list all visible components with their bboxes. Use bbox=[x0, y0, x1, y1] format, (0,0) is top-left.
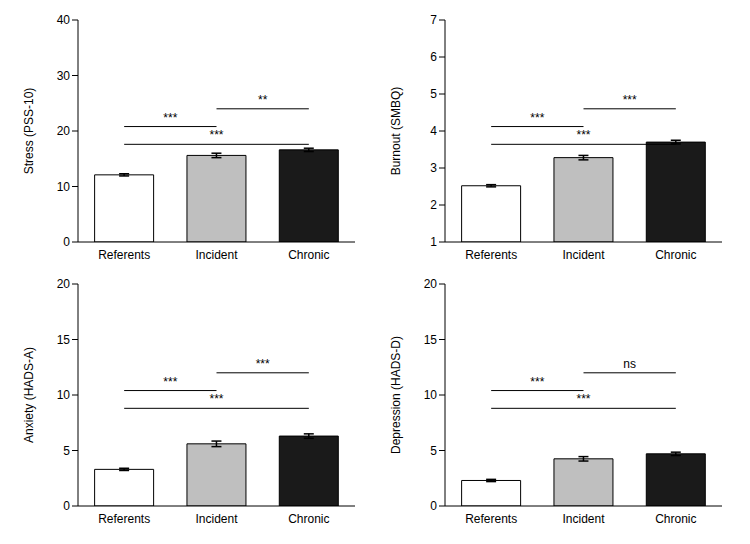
svg-text:Chronic: Chronic bbox=[288, 248, 329, 262]
svg-text:***: *** bbox=[163, 375, 177, 389]
svg-text:Chronic: Chronic bbox=[655, 248, 696, 262]
svg-text:Depression (HADS-D): Depression (HADS-D) bbox=[389, 336, 403, 454]
svg-text:Referents: Referents bbox=[98, 512, 150, 526]
svg-text:Incident: Incident bbox=[562, 248, 605, 262]
svg-text:***: *** bbox=[209, 128, 223, 142]
svg-text:Anxiety (HADS-A): Anxiety (HADS-A) bbox=[22, 347, 36, 443]
svg-text:2: 2 bbox=[430, 198, 437, 212]
svg-text:0: 0 bbox=[63, 235, 70, 249]
svg-text:Chronic: Chronic bbox=[288, 512, 329, 526]
svg-text:***: *** bbox=[256, 357, 270, 371]
svg-text:10: 10 bbox=[57, 180, 71, 194]
svg-text:***: *** bbox=[530, 111, 544, 125]
svg-text:15: 15 bbox=[424, 333, 438, 347]
svg-text:Incident: Incident bbox=[195, 248, 238, 262]
svg-text:***: *** bbox=[163, 111, 177, 125]
svg-text:20: 20 bbox=[57, 124, 71, 138]
svg-text:**: ** bbox=[258, 93, 268, 107]
svg-text:***: *** bbox=[530, 375, 544, 389]
svg-text:30: 30 bbox=[57, 69, 71, 83]
svg-text:15: 15 bbox=[57, 333, 71, 347]
svg-text:Incident: Incident bbox=[195, 512, 238, 526]
svg-text:10: 10 bbox=[57, 388, 71, 402]
svg-text:10: 10 bbox=[424, 388, 438, 402]
svg-text:0: 0 bbox=[63, 499, 70, 513]
svg-text:6: 6 bbox=[430, 50, 437, 64]
svg-text:40: 40 bbox=[57, 13, 71, 27]
svg-text:1: 1 bbox=[430, 235, 437, 249]
svg-text:5: 5 bbox=[430, 87, 437, 101]
svg-text:***: *** bbox=[576, 128, 590, 142]
svg-text:Burnout (SMBQ): Burnout (SMBQ) bbox=[389, 87, 403, 176]
svg-text:ns: ns bbox=[623, 357, 636, 371]
svg-text:3: 3 bbox=[430, 161, 437, 175]
svg-text:4: 4 bbox=[430, 124, 437, 138]
svg-text:7: 7 bbox=[430, 13, 437, 27]
svg-text:5: 5 bbox=[63, 444, 70, 458]
svg-text:Referents: Referents bbox=[465, 248, 517, 262]
svg-text:0: 0 bbox=[430, 499, 437, 513]
svg-text:20: 20 bbox=[424, 277, 438, 291]
svg-text:Stress (PSS-10): Stress (PSS-10) bbox=[22, 88, 36, 175]
svg-text:Referents: Referents bbox=[98, 248, 150, 262]
svg-text:Chronic: Chronic bbox=[655, 512, 696, 526]
svg-text:20: 20 bbox=[57, 277, 71, 291]
svg-text:***: *** bbox=[623, 93, 637, 107]
svg-text:***: *** bbox=[576, 392, 590, 406]
svg-text:***: *** bbox=[209, 392, 223, 406]
svg-text:5: 5 bbox=[430, 444, 437, 458]
svg-text:Referents: Referents bbox=[465, 512, 517, 526]
svg-text:Incident: Incident bbox=[562, 512, 605, 526]
